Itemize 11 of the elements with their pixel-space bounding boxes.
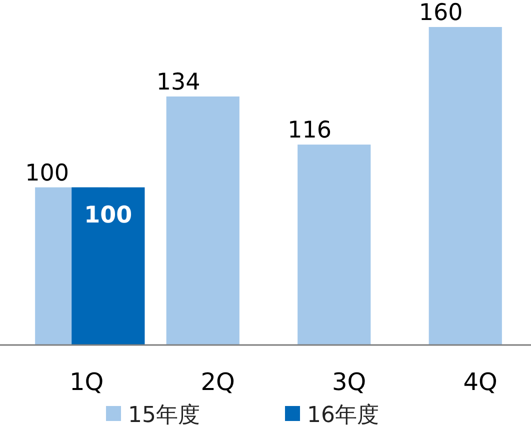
legend-label: 16年度 xyxy=(307,403,379,428)
data-label: 100 xyxy=(25,160,70,186)
x-tick-label: 3Q xyxy=(332,368,366,396)
data-label: 160 xyxy=(418,0,463,26)
data-label: 134 xyxy=(156,69,200,96)
data-label: 100 xyxy=(84,202,132,228)
x-tick-label: 2Q xyxy=(200,368,235,396)
data-label: 116 xyxy=(288,118,332,144)
x-tick-label: 1Q xyxy=(70,368,104,396)
legend-label: 15年度 xyxy=(128,403,200,428)
x-tick-label: 4Q xyxy=(463,368,498,396)
